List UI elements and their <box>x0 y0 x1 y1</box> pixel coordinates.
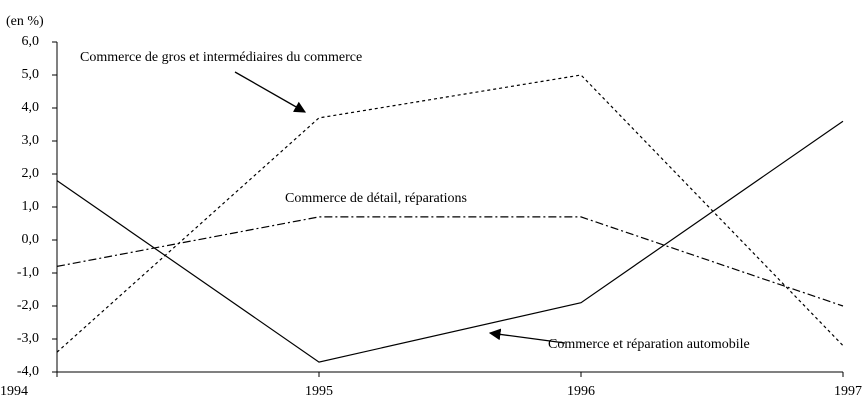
y-axis-label: (en %) <box>6 14 44 29</box>
y-tick-label: 6,0 <box>22 34 40 49</box>
y-tick-label: 0,0 <box>22 232 40 247</box>
x-tick-label: 1995 <box>305 384 333 399</box>
x-tick-label: 1994 <box>0 384 28 399</box>
x-tick-label: 1997 <box>834 384 862 399</box>
series-line <box>56 216 844 307</box>
x-tick-label: 1996 <box>567 384 595 399</box>
y-tick-label: 1,0 <box>22 199 40 214</box>
y-tick-label: -3,0 <box>17 331 39 346</box>
y-tick-label: 5,0 <box>22 67 40 82</box>
series-label: Commerce de détail, réparations <box>285 191 467 206</box>
series-label: Commerce de gros et intermédiaires du co… <box>80 50 362 65</box>
series-label: Commerce et réparation automobile <box>548 337 750 352</box>
y-tick-label: -1,0 <box>17 265 39 280</box>
annotation-arrow <box>234 71 307 113</box>
y-tick-label: 2,0 <box>22 166 40 181</box>
annotation-arrow <box>488 328 566 344</box>
y-tick-label: -2,0 <box>17 298 39 313</box>
y-tick-label: -4,0 <box>17 364 39 379</box>
y-tick-label: 3,0 <box>22 133 40 148</box>
y-tick-label: 4,0 <box>22 100 40 115</box>
series-line <box>56 74 844 353</box>
series-line <box>56 120 844 363</box>
